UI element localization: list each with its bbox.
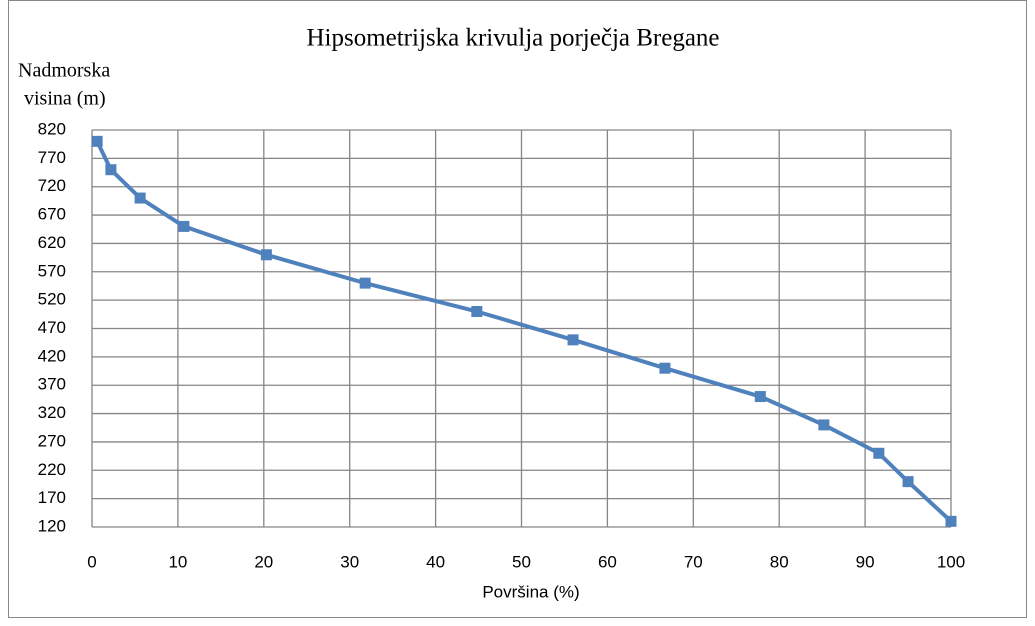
y-tick-label: 120 [38, 516, 66, 535]
y-tick-label: 570 [38, 261, 66, 280]
x-tick-label: 90 [856, 552, 875, 571]
x-tick-label: 10 [168, 552, 187, 571]
y-axis-label: Nadmorska [18, 60, 110, 82]
data-point [91, 135, 103, 147]
chart-title: Hipsometrijska krivulja porječja Bregane [306, 25, 719, 52]
y-tick-label: 270 [38, 431, 66, 450]
data-point [359, 277, 371, 289]
y-tick-label: 820 [38, 119, 66, 138]
x-tick-label: 20 [254, 552, 273, 571]
data-point [902, 476, 914, 488]
chart-frame [8, 0, 1027, 618]
data-point [945, 515, 957, 527]
data-point [134, 192, 146, 204]
y-tick-label: 470 [38, 318, 66, 337]
y-axis-label: visina (m) [24, 88, 106, 110]
data-point [471, 305, 483, 317]
data-point [659, 362, 671, 374]
y-tick-label: 420 [38, 346, 66, 365]
x-tick-label: 70 [684, 552, 703, 571]
x-tick-label: 100 [937, 552, 965, 571]
x-axis-label: Površina (%) [482, 582, 579, 601]
y-tick-label: 170 [38, 488, 66, 507]
x-tick-label: 80 [770, 552, 789, 571]
data-point [567, 334, 579, 346]
y-tick-label: 620 [38, 233, 66, 252]
x-tick-label: 0 [87, 552, 96, 571]
x-tick-label: 50 [512, 552, 531, 571]
data-point [260, 249, 272, 261]
y-tick-label: 670 [38, 205, 66, 224]
data-line [95, 140, 953, 523]
data-point [754, 391, 766, 403]
y-tick-label: 220 [38, 460, 66, 479]
y-tick-label: 520 [38, 290, 66, 309]
x-tick-label: 60 [598, 552, 617, 571]
y-tick-label: 320 [38, 403, 66, 422]
y-tick-label: 720 [38, 176, 66, 195]
x-tick-label: 40 [426, 552, 445, 571]
y-tick-label: 770 [38, 148, 66, 167]
data-point [818, 419, 830, 431]
data-point [873, 447, 885, 459]
data-point [178, 220, 190, 232]
y-tick-label: 370 [38, 375, 66, 394]
data-point [105, 164, 117, 176]
x-tick-label: 30 [340, 552, 359, 571]
